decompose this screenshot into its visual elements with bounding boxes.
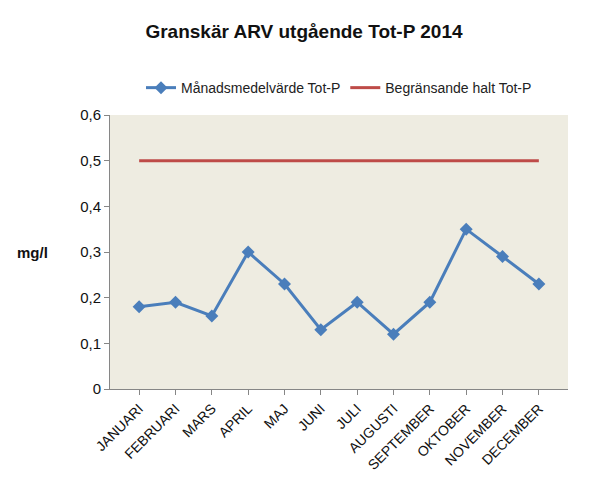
svg-text:DECEMBER: DECEMBER: [478, 401, 545, 468]
svg-text:JULI: JULI: [333, 401, 365, 433]
svg-text:AUGUSTI: AUGUSTI: [345, 401, 400, 456]
svg-text:MAJ: MAJ: [260, 401, 291, 432]
svg-text:APRIL: APRIL: [215, 400, 255, 440]
svg-text:Månadsmedelvärde Tot-P: Månadsmedelvärde Tot-P: [181, 80, 340, 96]
svg-text:0,4: 0,4: [80, 198, 101, 215]
svg-text:Begränsande halt Tot-P: Begränsande halt Tot-P: [385, 80, 531, 96]
svg-text:MARS: MARS: [179, 401, 219, 441]
svg-text:Granskär ARV utgående Tot-P 20: Granskär ARV utgående Tot-P 2014: [145, 21, 463, 42]
svg-text:JANUARI: JANUARI: [93, 401, 147, 455]
svg-text:FEBRUARI: FEBRUARI: [121, 401, 182, 462]
svg-text:0,3: 0,3: [80, 243, 101, 260]
svg-text:0,2: 0,2: [80, 289, 101, 306]
svg-text:NOVEMBER: NOVEMBER: [442, 401, 510, 469]
svg-text:0: 0: [93, 380, 101, 397]
svg-text:0,1: 0,1: [80, 335, 101, 352]
svg-text:SEPTEMBER: SEPTEMBER: [365, 401, 437, 473]
svg-text:JUNI: JUNI: [295, 401, 328, 434]
svg-text:mg/l: mg/l: [17, 244, 48, 261]
svg-text:OKTOBER: OKTOBER: [414, 401, 474, 461]
svg-text:0,5: 0,5: [80, 152, 101, 169]
svg-text:0,6: 0,6: [80, 106, 101, 123]
